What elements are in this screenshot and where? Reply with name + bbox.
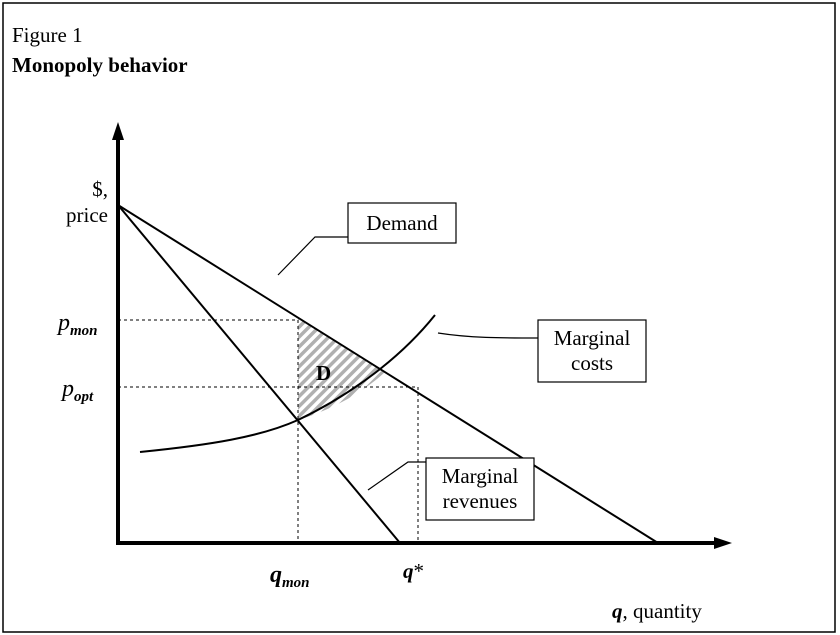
text-part: q [403,559,414,583]
arrow [714,537,732,549]
area-label: D [316,361,331,385]
mc-curve [139,314,436,453]
text-part: q [612,599,623,623]
callout-label: Marginal [554,326,631,350]
x-label: q, quantity [612,599,702,623]
text-part: * [414,559,425,583]
arrow [112,122,124,140]
mr-curve [117,204,401,544]
tick-label: qmon [270,562,310,591]
text-part: p [60,376,74,402]
callout-label: revenues [443,489,518,513]
y-label: $, [92,177,108,201]
text-part: mon [282,575,310,591]
callout-box [347,202,457,244]
callout-box [537,319,647,383]
callout-label: Marginal [442,464,519,488]
figure-label: Figure 1 [12,23,83,47]
leader [437,332,539,339]
figure-title: Monopoly behavior [12,53,188,77]
callout-label: Demand [366,211,438,235]
callout-box [425,457,535,521]
leader [277,236,348,276]
tick-label: popt [60,376,94,405]
demand-curve [117,204,659,544]
y-label: price [66,203,108,227]
tick-label: q* [403,559,424,583]
tick-label: pmon [56,310,98,339]
leader [367,461,426,491]
text-part: , quantity [623,599,703,623]
text-part: opt [74,389,94,405]
text-part: mon [70,323,98,339]
callout-label: costs [571,351,613,375]
text-part: q [270,562,282,588]
text-part: p [56,310,70,336]
deadweight-area [298,318,385,420]
